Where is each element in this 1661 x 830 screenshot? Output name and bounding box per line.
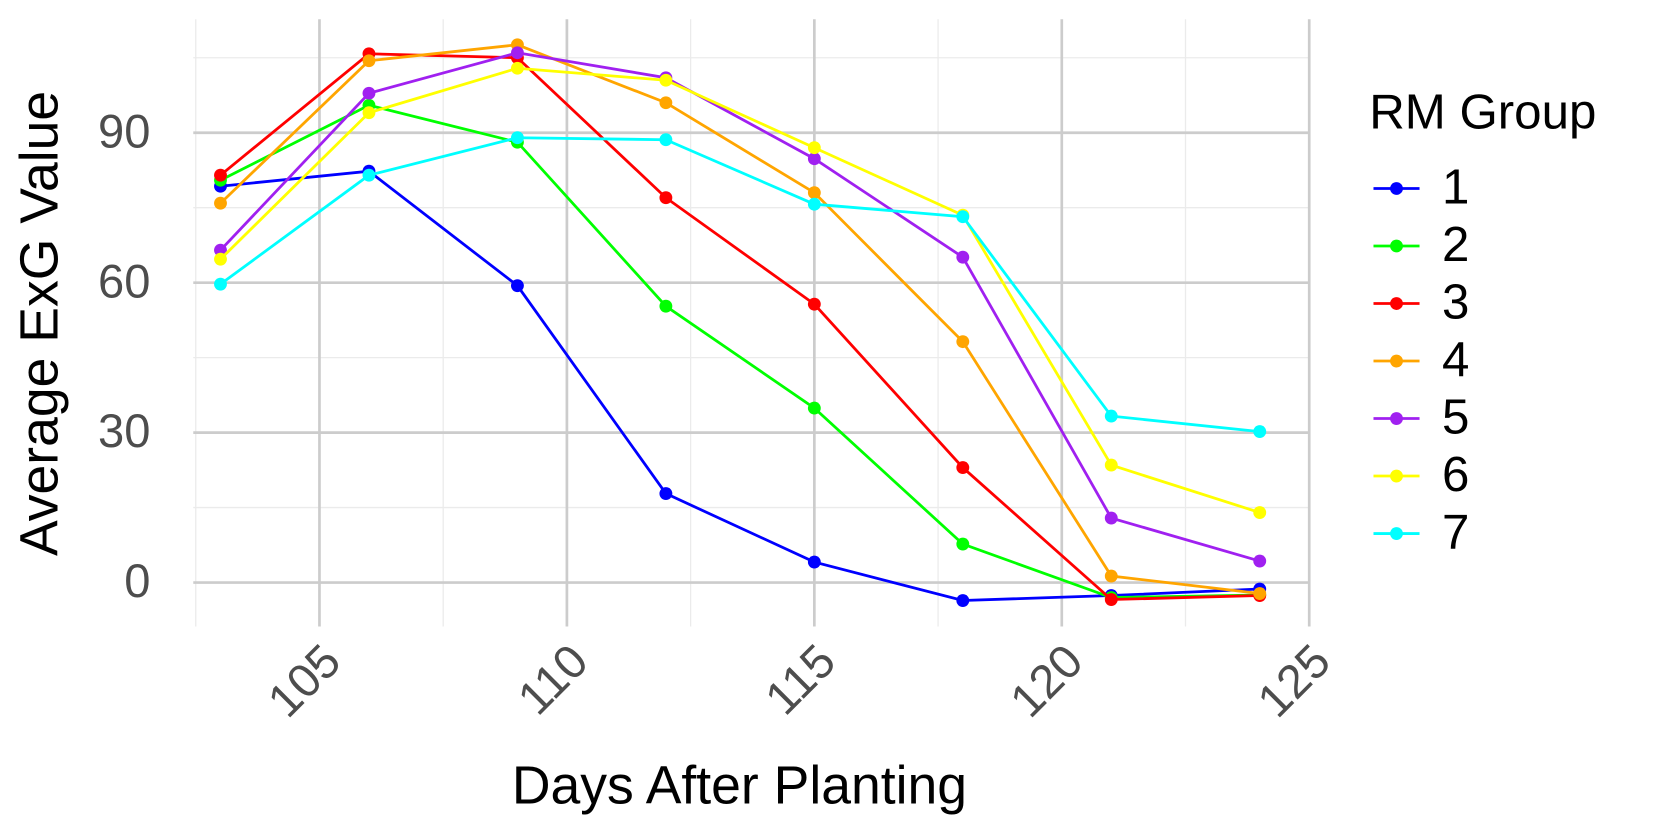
series-line xyxy=(219,43,1260,595)
legend-key-point xyxy=(1390,412,1403,425)
y-tick-label: 90 xyxy=(98,104,150,157)
legend-key-point xyxy=(1390,182,1403,195)
data-point xyxy=(1104,458,1118,472)
data-point xyxy=(807,152,821,166)
data-point xyxy=(510,46,524,60)
legend-key-point xyxy=(1390,527,1403,540)
y-tick-label: 60 xyxy=(98,254,150,307)
data-point xyxy=(807,401,821,415)
data-point xyxy=(214,277,227,291)
series-line xyxy=(219,51,1261,563)
data-point xyxy=(510,131,524,145)
legend-label: 2 xyxy=(1442,217,1469,272)
y-axis-title: Average ExG Value xyxy=(10,91,69,556)
data-point xyxy=(1253,506,1267,519)
plot xyxy=(214,38,1267,607)
legend-key-point xyxy=(1390,354,1403,368)
data-point xyxy=(1104,511,1118,525)
data-point xyxy=(214,243,227,257)
data-point xyxy=(362,54,376,68)
legend-label: 7 xyxy=(1442,505,1469,560)
series-line xyxy=(220,169,1260,602)
data-point xyxy=(1104,593,1118,606)
data-point xyxy=(659,191,673,205)
data-point xyxy=(956,537,970,551)
data-point xyxy=(956,210,970,224)
data-point xyxy=(807,186,821,200)
data-point xyxy=(1253,587,1267,600)
x-tick-label: 125 xyxy=(1247,634,1340,727)
data-point xyxy=(956,594,970,607)
data-point xyxy=(659,96,673,110)
legend-label: 6 xyxy=(1442,447,1469,502)
legend-label: 4 xyxy=(1442,332,1469,387)
data-point xyxy=(510,279,524,293)
legend-key-point xyxy=(1390,297,1403,310)
data-point xyxy=(1104,409,1118,423)
legend-key-point xyxy=(1390,239,1403,253)
data-point xyxy=(362,168,376,182)
legend-label: 1 xyxy=(1442,160,1469,215)
data-point xyxy=(362,86,376,100)
series-line xyxy=(219,136,1260,433)
series-line xyxy=(219,66,1261,514)
y-tick-label: 0 xyxy=(124,554,150,607)
data-point xyxy=(659,487,673,500)
data-point xyxy=(362,106,376,120)
data-point xyxy=(214,252,227,266)
data-point xyxy=(659,133,673,147)
data-point xyxy=(956,250,970,264)
data-point xyxy=(659,299,673,313)
y-tick-label: 30 xyxy=(98,404,150,457)
data-point xyxy=(214,196,227,210)
data-point xyxy=(1253,554,1267,568)
legend-label: 5 xyxy=(1442,390,1469,445)
data-point xyxy=(510,61,524,75)
grid xyxy=(193,19,1311,627)
data-point xyxy=(1104,569,1118,583)
series-line xyxy=(219,103,1260,599)
data-point xyxy=(214,168,227,182)
data-point xyxy=(807,141,821,155)
legend-label: 3 xyxy=(1442,275,1469,330)
legend-key-point xyxy=(1390,469,1403,483)
x-tick-label: 115 xyxy=(755,634,846,725)
data-point xyxy=(659,73,673,87)
series-line xyxy=(219,52,1260,601)
x-tick-label: 105 xyxy=(257,634,350,727)
x-tick-label: 110 xyxy=(507,634,598,725)
data-point xyxy=(956,461,970,475)
legend-title: RM Group xyxy=(1369,85,1596,140)
data-point xyxy=(807,555,821,569)
x-axis-title: Days After Planting xyxy=(512,756,967,815)
x-tick-label: 120 xyxy=(1000,634,1093,727)
data-point xyxy=(807,297,821,311)
data-point xyxy=(1253,425,1267,439)
data-point xyxy=(956,335,970,349)
data-point xyxy=(807,197,821,211)
